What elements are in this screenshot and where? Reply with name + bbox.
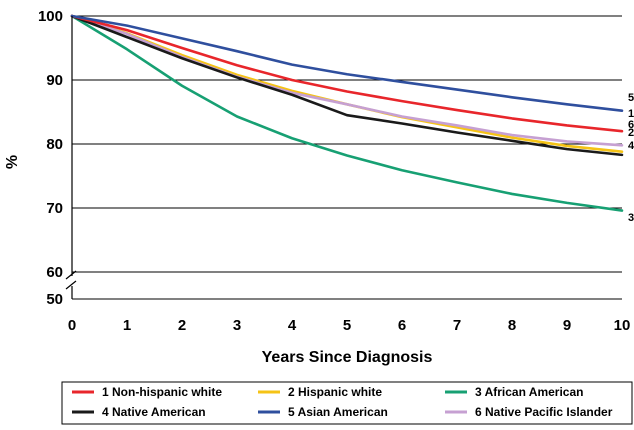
x-tick-label-5: 5 — [343, 317, 351, 334]
legend-label-5: 5 Asian American — [288, 405, 388, 419]
series-end-label-3: 3 — [628, 212, 634, 224]
series-line-6 — [70, 14, 624, 147]
y-tick-label-100: 100 — [38, 8, 63, 25]
legend-box — [61, 381, 633, 425]
series-line-3 — [70, 14, 624, 212]
series-end-label-4: 4 — [628, 140, 634, 152]
series-end-labels: 1 2 3 4 5 6 — [628, 92, 634, 224]
series-line-4 — [70, 14, 624, 157]
axis-break-mark-lower — [65, 280, 77, 290]
legend-label-3: 3 African American — [475, 385, 584, 399]
series-end-label-1: 1 — [628, 108, 634, 120]
x-tick-label-0: 0 — [68, 317, 76, 334]
axis-break-mark-upper — [65, 270, 77, 280]
legend-label-2: 2 Hispanic white — [288, 385, 382, 399]
y-tick-label-70: 70 — [46, 200, 63, 217]
y-tick-label-90: 90 — [46, 72, 63, 89]
x-tick-label-7: 7 — [453, 317, 461, 334]
series-end-label-2: 2 — [628, 127, 634, 139]
x-tick-label-10: 10 — [614, 317, 631, 334]
y-axis-title: % — [4, 155, 21, 169]
legend-label-4: 4 Native American — [102, 405, 206, 419]
x-axis-title: Years Since Diagnosis — [262, 349, 433, 366]
series-end-label-6: 6 — [628, 119, 634, 131]
series-lines — [70, 14, 624, 212]
gridlines — [72, 15, 622, 273]
legend: 1 Non-hispanic white 2 Hispanic white 3 Af… — [61, 381, 633, 425]
y-tick-label-80: 80 — [46, 136, 63, 153]
x-tick-label-9: 9 — [563, 317, 571, 334]
legend-label-6: 6 Native Pacific Islander — [475, 405, 613, 419]
x-tick-label-8: 8 — [508, 317, 516, 334]
series-line-2 — [70, 14, 624, 153]
x-tick-label-3: 3 — [233, 317, 241, 334]
tick-labels: 50 60 70 80 90 100 0 1 2 3 4 5 6 7 8 9 10 — [38, 8, 630, 334]
axes — [65, 16, 622, 300]
series-line-1 — [70, 14, 624, 133]
series-line-5 — [70, 14, 624, 113]
x-tick-label-4: 4 — [288, 317, 297, 334]
x-tick-label-2: 2 — [178, 317, 186, 334]
y-tick-label-50: 50 — [46, 291, 63, 308]
legend-label-1: 1 Non-hispanic white — [102, 385, 222, 399]
series-end-label-5: 5 — [628, 92, 634, 104]
y-tick-label-60: 60 — [46, 264, 63, 281]
x-tick-label-6: 6 — [398, 317, 406, 334]
x-tick-label-1: 1 — [123, 317, 131, 334]
